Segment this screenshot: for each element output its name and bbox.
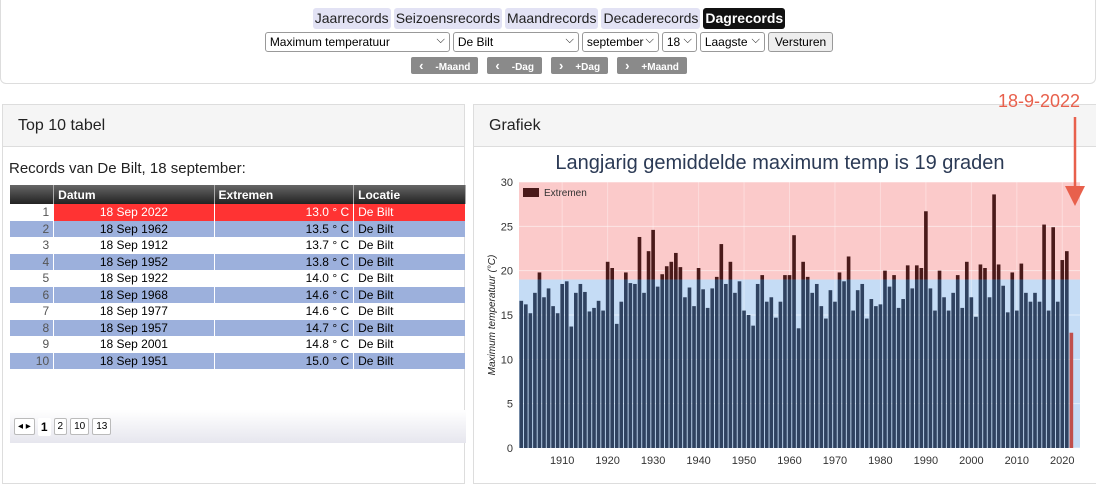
table-cell: 13.8 ° C bbox=[214, 253, 355, 270]
table-cell: 18 Sep 1962 bbox=[53, 220, 215, 237]
page-button[interactable]: 1 bbox=[37, 417, 51, 436]
table-row: 1 18 Sep 2022 13.0 ° C De Bilt bbox=[10, 204, 466, 221]
tab[interactable]: Maandrecords bbox=[504, 8, 599, 29]
panel-title: Grafiek bbox=[474, 105, 1096, 147]
top-panel: Jaarrecords Seizoensrecords Maandrecords De… bbox=[0, 0, 1096, 84]
table-cell: 14.6 ° C bbox=[214, 303, 355, 320]
table-cell: 18 Sep 1951 bbox=[53, 352, 215, 369]
table-cell: De Bilt bbox=[353, 352, 466, 369]
header-cell bbox=[10, 185, 55, 204]
tabs: Jaarrecords Seizoensrecords Maandrecords De… bbox=[1, 8, 1096, 29]
table-cell: 3 bbox=[10, 237, 55, 254]
header-cell: Extremen bbox=[214, 185, 355, 204]
arrow-icon: ‹ bbox=[495, 58, 500, 73]
table-cell: 15.0 ° C bbox=[214, 352, 355, 369]
pager: ◂ ▸ 1 2 10 13 bbox=[10, 410, 466, 443]
nav-button[interactable]: ‹ -Maand bbox=[411, 57, 479, 74]
nav-label: +Maand bbox=[641, 62, 679, 73]
nav-label: +Dag bbox=[575, 62, 601, 73]
table-row: 7 18 Sep 1977 14.6 ° C De Bilt bbox=[10, 303, 466, 320]
table-cell: 5 bbox=[10, 270, 55, 287]
form: Maximum temperatuurDe Biltseptember18Laa… bbox=[1, 31, 1096, 52]
table-cell: De Bilt bbox=[353, 303, 466, 320]
table-cell: De Bilt bbox=[353, 336, 466, 353]
caption: Records van De Bilt, 18 september: bbox=[9, 160, 246, 177]
table-cell: De Bilt bbox=[353, 319, 466, 336]
page-button[interactable]: 10 bbox=[70, 418, 90, 435]
table-cell: 14.0 ° C bbox=[214, 270, 355, 287]
select[interactable]: Laagste bbox=[699, 31, 765, 52]
table-cell: De Bilt bbox=[353, 270, 466, 287]
nav-button[interactable]: ‹ -Dag bbox=[487, 57, 542, 74]
table-cell: 18 Sep 1977 bbox=[53, 303, 215, 320]
nav-button[interactable]: › +Maand bbox=[617, 57, 687, 74]
table-cell: 18 Sep 1922 bbox=[53, 270, 215, 287]
table-cell: 14.8 ° C bbox=[214, 336, 355, 353]
table-cell: 6 bbox=[10, 286, 55, 303]
table-cell: 18 Sep 1968 bbox=[53, 286, 215, 303]
table-cell: 13.0 ° C bbox=[214, 204, 355, 221]
table-cell: 14.6 ° C bbox=[214, 286, 355, 303]
table-cell: 18 Sep 2022 bbox=[53, 204, 215, 221]
page-button[interactable]: 13 bbox=[92, 418, 112, 435]
table-row: 6 18 Sep 1968 14.6 ° C De Bilt bbox=[10, 286, 466, 303]
select[interactable]: september bbox=[581, 31, 659, 52]
tab[interactable]: Decaderecords bbox=[601, 8, 701, 29]
table-cell: 14.7 ° C bbox=[214, 319, 355, 336]
select[interactable]: De Bilt bbox=[452, 31, 579, 52]
chart-panel: Grafiek bbox=[473, 104, 1096, 484]
nav-button[interactable]: › +Dag bbox=[550, 57, 609, 74]
submit-button[interactable]: Versturen bbox=[767, 32, 834, 52]
tab[interactable]: Seizoensrecords bbox=[393, 8, 502, 29]
table-cell: 7 bbox=[10, 303, 55, 320]
header-cell: Datum bbox=[53, 185, 215, 204]
arrow-icon: ‹ bbox=[419, 58, 424, 73]
table-cell: De Bilt bbox=[353, 286, 466, 303]
table-cell: 18 Sep 2001 bbox=[53, 336, 215, 353]
table-cell: 18 Sep 1957 bbox=[53, 319, 215, 336]
table-row: 3 18 Sep 1912 13.7 ° C De Bilt bbox=[10, 237, 466, 254]
panel-title: Top 10 tabel bbox=[3, 105, 464, 147]
table-cell: 13.5 ° C bbox=[214, 220, 355, 237]
table-row: 4 18 Sep 1952 13.8 ° C De Bilt bbox=[10, 253, 466, 270]
table-cell: 4 bbox=[10, 253, 55, 270]
navigation: ‹ -Maand ‹ -Dag › +Dag › +Maand bbox=[1, 57, 1096, 74]
table-cell: 18 Sep 1912 bbox=[53, 237, 215, 254]
table-row: 9 18 Sep 2001 14.8 ° C De Bilt bbox=[10, 336, 466, 353]
header-cell: Locatie bbox=[353, 185, 466, 204]
arrow-icon: › bbox=[625, 58, 630, 73]
table-cell: 1 bbox=[10, 204, 55, 221]
table-cell: De Bilt bbox=[353, 220, 466, 237]
table-cell: 2 bbox=[10, 220, 55, 237]
table-panel: Top 10 tabel Records van De Bilt, 18 sep… bbox=[2, 104, 466, 484]
nav-label: -Maand bbox=[435, 62, 471, 73]
tab[interactable]: Jaarrecords bbox=[312, 8, 391, 29]
records-table: Datum Extremen Locatie 1 18 Sep 2022 13.0 ° C… bbox=[10, 185, 466, 369]
table-cell: De Bilt bbox=[353, 204, 466, 221]
table-row: 10 18 Sep 1951 15.0 ° C De Bilt bbox=[10, 352, 466, 369]
select[interactable]: Maximum temperatuur bbox=[264, 31, 450, 52]
page-button[interactable]: 2 bbox=[53, 418, 68, 435]
table-row: 5 18 Sep 1922 14.0 ° C De Bilt bbox=[10, 270, 466, 287]
nav-label: -Dag bbox=[511, 62, 534, 73]
table-row: 2 18 Sep 1962 13.5 ° C De Bilt bbox=[10, 220, 466, 237]
tab[interactable]: Dagrecords bbox=[703, 8, 786, 29]
table-cell: 8 bbox=[10, 319, 55, 336]
select[interactable]: 18 bbox=[661, 31, 697, 52]
arrow-icon: › bbox=[558, 58, 564, 73]
table-cell: De Bilt bbox=[353, 237, 466, 254]
pager-arrows[interactable]: ◂ ▸ bbox=[14, 418, 35, 435]
table-cell: 18 Sep 1952 bbox=[53, 253, 215, 270]
table-cell: 9 bbox=[10, 336, 55, 353]
table-cell: 10 bbox=[10, 352, 55, 369]
table-cell: 13.7 ° C bbox=[214, 237, 355, 254]
table-row: 8 18 Sep 1957 14.7 ° C De Bilt bbox=[10, 319, 466, 336]
table-cell: De Bilt bbox=[353, 253, 466, 270]
